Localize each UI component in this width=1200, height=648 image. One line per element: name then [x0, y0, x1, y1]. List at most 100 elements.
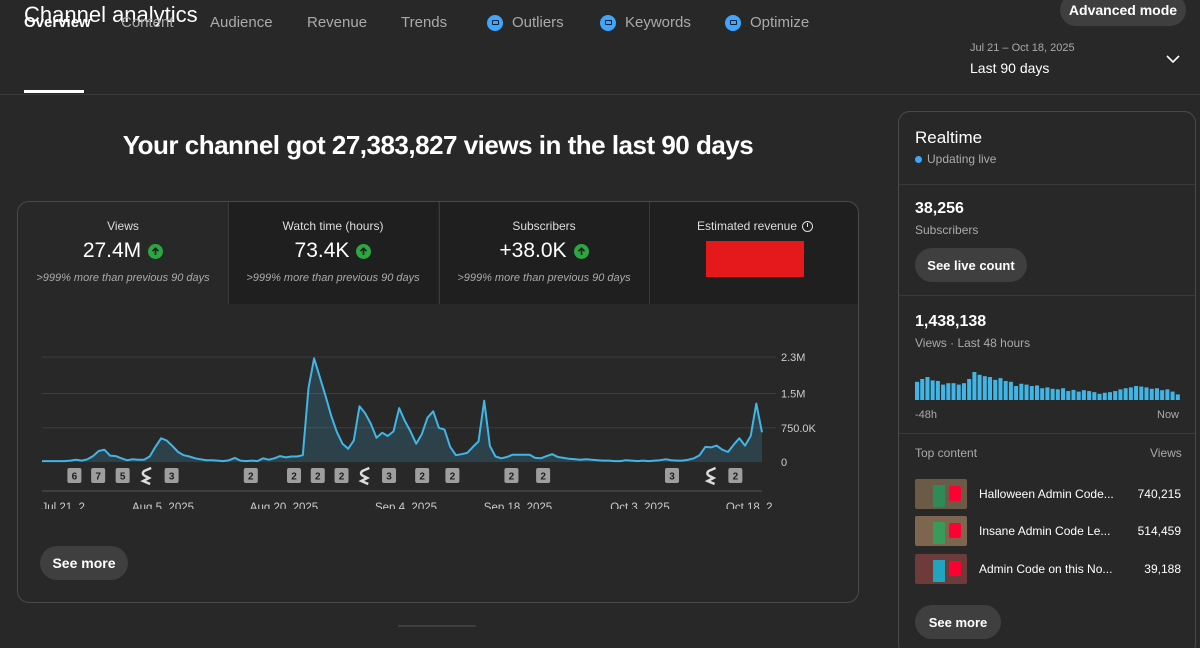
shorts-icon	[949, 523, 961, 538]
upload-marker[interactable]: 5	[115, 468, 130, 483]
video-views: 514,459	[1137, 524, 1181, 538]
date-range-label: Last 90 days	[970, 60, 1050, 76]
realtime-bar	[1087, 391, 1092, 400]
metric-label: Subscribers	[512, 219, 576, 233]
shorts-icon	[949, 561, 961, 576]
tab-label: Content	[121, 14, 174, 31]
realtime-bar	[1076, 391, 1081, 400]
top-content-heading: Top content	[915, 446, 978, 460]
upload-marker[interactable]: 3	[382, 468, 397, 483]
realtime-bar	[1139, 386, 1144, 400]
date-range-picker[interactable]: Jul 21 – Oct 18, 2025 Last 90 days	[970, 42, 1075, 76]
realtime-bar	[1170, 391, 1175, 400]
realtime-bar	[1050, 388, 1055, 400]
metric-watch-time[interactable]: Watch time (hours) 73.4K >999% more than…	[228, 202, 438, 304]
upload-marker[interactable]: 3	[164, 468, 179, 483]
views-label: Views · Last 48 hours	[915, 336, 1031, 350]
realtime-bar	[1154, 388, 1159, 400]
advanced-mode-button[interactable]: Advanced mode	[1060, 0, 1186, 26]
metric-value: +38.0K	[499, 239, 567, 262]
upload-marker[interactable]: 2	[243, 468, 258, 483]
video-thumbnail	[915, 554, 967, 584]
metric-delta: >999% more than previous 90 days	[457, 272, 631, 284]
upload-marker[interactable]: 2	[445, 468, 460, 483]
video-title: Insane Admin Code Le...	[979, 524, 1111, 538]
tab-overview[interactable]: Overview	[24, 14, 91, 31]
upload-marker[interactable]: 2	[415, 468, 430, 483]
views-line	[42, 357, 763, 463]
upload-marker[interactable]: 2	[536, 468, 551, 483]
marker-count: 2	[733, 472, 739, 483]
upload-marker[interactable]: 2	[728, 468, 743, 483]
tab-audience[interactable]: Audience	[210, 14, 273, 31]
metric-value: 73.4K	[294, 239, 350, 262]
marker-count: 2	[315, 472, 321, 483]
realtime-bar	[951, 383, 956, 400]
top-content-item[interactable]: Halloween Admin Code... 740,215	[915, 478, 1181, 510]
realtime-bar	[1165, 389, 1170, 400]
x-tick-label: Jul 21, 2...	[41, 502, 94, 509]
marker-count: 2	[450, 472, 456, 483]
realtime-bar	[1008, 381, 1013, 400]
metric-views[interactable]: Views 27.4M >999% more than previous 90 …	[18, 202, 228, 304]
realtime-bar	[956, 384, 961, 400]
upload-marker[interactable]	[140, 466, 152, 486]
realtime-bar	[998, 378, 1003, 400]
realtime-bar	[1066, 391, 1071, 400]
live-status: Updating live	[915, 152, 996, 166]
views-count: 1,438,138	[915, 313, 987, 330]
metric-subscribers[interactable]: Subscribers +38.0K >999% more than previ…	[439, 202, 649, 304]
tab-optimize[interactable]: Optimize	[725, 14, 809, 31]
divider	[899, 184, 1195, 185]
tab-outliers[interactable]: Outliers	[487, 14, 564, 31]
upload-marker[interactable]: 6	[67, 468, 82, 483]
upload-marker[interactable]	[358, 466, 370, 486]
upload-marker[interactable]: 2	[504, 468, 519, 483]
realtime-bar	[1097, 393, 1102, 400]
realtime-bar	[930, 380, 935, 400]
shorts-icon	[949, 486, 961, 501]
realtime-see-more-button[interactable]: See more	[915, 605, 1001, 639]
tab-trends[interactable]: Trends	[401, 14, 447, 31]
tab-revenue[interactable]: Revenue	[307, 14, 367, 31]
marker-count: 3	[169, 472, 175, 483]
x-tick-label: Aug 20, 2025	[250, 502, 318, 509]
upload-marker[interactable]: 2	[334, 468, 349, 483]
views-chart[interactable]: 2.3M 1.5M 750.0K 0 6 7 5 3 2 2 2 2 3 2 2 2 2 3 2 Jul 21, 2.…	[18, 304, 859, 509]
thumbnail-figure	[933, 522, 945, 544]
realtime-bar	[1003, 380, 1008, 400]
realtime-bar	[1040, 388, 1045, 400]
upload-marker[interactable]: 2	[287, 468, 301, 483]
upload-marker[interactable]: 2	[310, 468, 325, 483]
marker-box	[334, 468, 349, 483]
marker-box	[310, 468, 325, 483]
summary-headline: Your channel got 27,383,827 views in the…	[122, 130, 754, 160]
realtime-bar	[941, 384, 946, 400]
tab-keywords[interactable]: Keywords	[600, 14, 691, 31]
top-content-item[interactable]: Admin Code on this No... 39,188	[915, 553, 1181, 585]
realtime-bar	[1055, 389, 1060, 400]
see-more-button[interactable]: See more	[40, 546, 128, 580]
clock-icon	[802, 220, 814, 232]
tab-content[interactable]: Content	[121, 14, 174, 31]
realtime-bar	[1134, 386, 1139, 400]
realtime-bar	[988, 377, 993, 400]
metric-delta: >999% more than previous 90 days	[36, 272, 210, 284]
upload-marker[interactable]	[704, 466, 717, 486]
axis-end-label: Now	[1157, 409, 1180, 421]
marker-box	[445, 468, 460, 483]
y-tick-label: 750.0K	[781, 423, 817, 435]
see-live-count-button[interactable]: See live count	[915, 248, 1027, 282]
y-tick-label: 1.5M	[781, 389, 805, 401]
chevron-down-icon[interactable]	[1166, 54, 1180, 64]
metric-estimated-revenue[interactable]: Estimated revenue	[650, 202, 858, 304]
upload-marker[interactable]: 3	[665, 468, 679, 483]
realtime-card: Realtime Updating live 38,256 Subscriber…	[898, 111, 1196, 648]
upload-marker[interactable]: 7	[91, 468, 106, 483]
x-tick-label: Oct 18, 2...	[726, 502, 782, 509]
realtime-bar	[1123, 388, 1128, 400]
marker-box	[67, 468, 82, 483]
top-content-item[interactable]: Insane Admin Code Le... 514,459	[915, 515, 1181, 547]
realtime-bar	[1024, 384, 1029, 400]
y-tick-label: 2.3M	[781, 352, 805, 364]
